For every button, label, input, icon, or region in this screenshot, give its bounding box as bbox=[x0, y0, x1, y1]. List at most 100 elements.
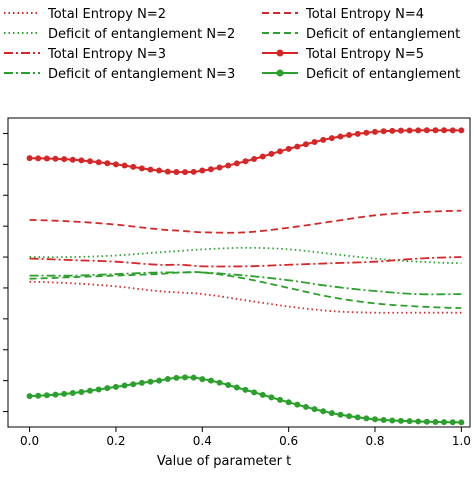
data-point bbox=[190, 168, 197, 175]
data-point bbox=[156, 167, 163, 174]
data-point bbox=[277, 148, 284, 155]
x-tick-label: 0.2 bbox=[106, 434, 125, 448]
data-point bbox=[130, 381, 137, 388]
data-point bbox=[164, 375, 171, 382]
data-point bbox=[337, 411, 344, 418]
data-point bbox=[423, 418, 430, 425]
data-point bbox=[52, 155, 59, 162]
legend-item: Deficit of entanglement bbox=[262, 67, 460, 82]
data-point bbox=[268, 150, 275, 157]
x-tick-label: 0.0 bbox=[20, 434, 39, 448]
legend-label: Total Entropy N=5 bbox=[305, 47, 424, 62]
series-2 bbox=[29, 246, 462, 265]
series-line bbox=[29, 256, 462, 268]
data-point bbox=[26, 155, 33, 162]
x-tick-label: 0.6 bbox=[279, 434, 298, 448]
data-point bbox=[225, 162, 232, 169]
data-point bbox=[354, 130, 361, 137]
data-point bbox=[458, 419, 465, 426]
data-point bbox=[26, 393, 33, 400]
legend-label: Total Entropy N=4 bbox=[305, 7, 424, 22]
legend-label: Deficit of entanglement N=3 bbox=[48, 67, 235, 82]
data-point bbox=[415, 418, 422, 425]
plot-area bbox=[7, 117, 471, 428]
data-point bbox=[147, 166, 154, 173]
legend-item: Total Entropy N=5 bbox=[262, 47, 424, 62]
data-point bbox=[449, 127, 456, 134]
data-point bbox=[363, 415, 370, 422]
x-tick-label: 0.4 bbox=[193, 434, 212, 448]
data-point bbox=[397, 127, 404, 134]
data-point bbox=[251, 155, 258, 162]
data-point bbox=[337, 133, 344, 140]
data-point bbox=[216, 379, 223, 386]
data-point bbox=[354, 414, 361, 421]
legend-item: Total Entropy N=4 bbox=[262, 7, 424, 22]
data-point bbox=[415, 127, 422, 134]
series-6 bbox=[29, 271, 462, 309]
series-line bbox=[29, 376, 462, 424]
data-point bbox=[311, 406, 318, 413]
data-point bbox=[112, 161, 119, 168]
data-point bbox=[328, 410, 335, 417]
series-line bbox=[29, 271, 462, 309]
legend-label: Deficit of entanglement bbox=[306, 27, 460, 42]
data-point bbox=[389, 127, 396, 134]
legend-label: Deficit of entanglement N=2 bbox=[48, 27, 235, 42]
data-point bbox=[449, 419, 456, 426]
series-layer bbox=[26, 127, 465, 426]
data-point bbox=[78, 157, 85, 164]
data-point bbox=[285, 399, 292, 406]
data-point bbox=[225, 382, 232, 389]
legend-label: Total Entropy N=3 bbox=[47, 47, 166, 62]
data-point bbox=[397, 417, 404, 424]
data-point bbox=[372, 416, 379, 423]
data-point bbox=[52, 391, 59, 398]
data-point bbox=[285, 145, 292, 152]
data-point bbox=[302, 141, 309, 148]
data-point bbox=[441, 127, 448, 134]
data-point bbox=[121, 382, 128, 389]
data-point bbox=[320, 408, 327, 415]
data-point bbox=[242, 158, 249, 165]
data-point bbox=[389, 417, 396, 424]
legend-item: Deficit of entanglement bbox=[262, 27, 460, 42]
data-point bbox=[259, 153, 266, 160]
data-point bbox=[372, 128, 379, 135]
legend: Total Entropy N=2 Deficit of entanglement… bbox=[4, 7, 460, 82]
data-point bbox=[61, 156, 68, 163]
data-point bbox=[311, 139, 318, 146]
legend-item: Deficit of entanglement N=2 bbox=[4, 27, 235, 42]
series-line bbox=[29, 246, 462, 265]
legend-item: Total Entropy N=2 bbox=[4, 7, 166, 22]
data-point bbox=[87, 158, 94, 165]
data-point bbox=[43, 392, 50, 399]
data-point bbox=[190, 374, 197, 381]
data-point bbox=[277, 396, 284, 403]
legend-label: Deficit of entanglement bbox=[306, 67, 460, 82]
x-axis-label: Value of parameter t bbox=[157, 454, 291, 469]
data-point bbox=[95, 386, 102, 393]
x-tick-label: 1.0 bbox=[452, 434, 471, 448]
data-point bbox=[207, 377, 214, 384]
data-point bbox=[147, 378, 154, 385]
data-point bbox=[363, 129, 370, 136]
data-point bbox=[35, 155, 42, 162]
data-point bbox=[199, 167, 206, 174]
data-point bbox=[112, 383, 119, 390]
data-point bbox=[251, 389, 258, 396]
data-point bbox=[69, 390, 76, 397]
data-point bbox=[320, 136, 327, 143]
data-point bbox=[432, 127, 439, 134]
x-tick-label: 0.8 bbox=[365, 434, 384, 448]
series-line bbox=[29, 209, 462, 234]
data-point bbox=[207, 166, 214, 173]
data-point bbox=[233, 384, 240, 391]
data-point bbox=[121, 162, 128, 169]
data-point bbox=[173, 169, 180, 176]
data-point bbox=[104, 160, 111, 167]
data-point bbox=[130, 163, 137, 170]
data-point bbox=[294, 143, 301, 150]
series-1 bbox=[29, 280, 462, 314]
